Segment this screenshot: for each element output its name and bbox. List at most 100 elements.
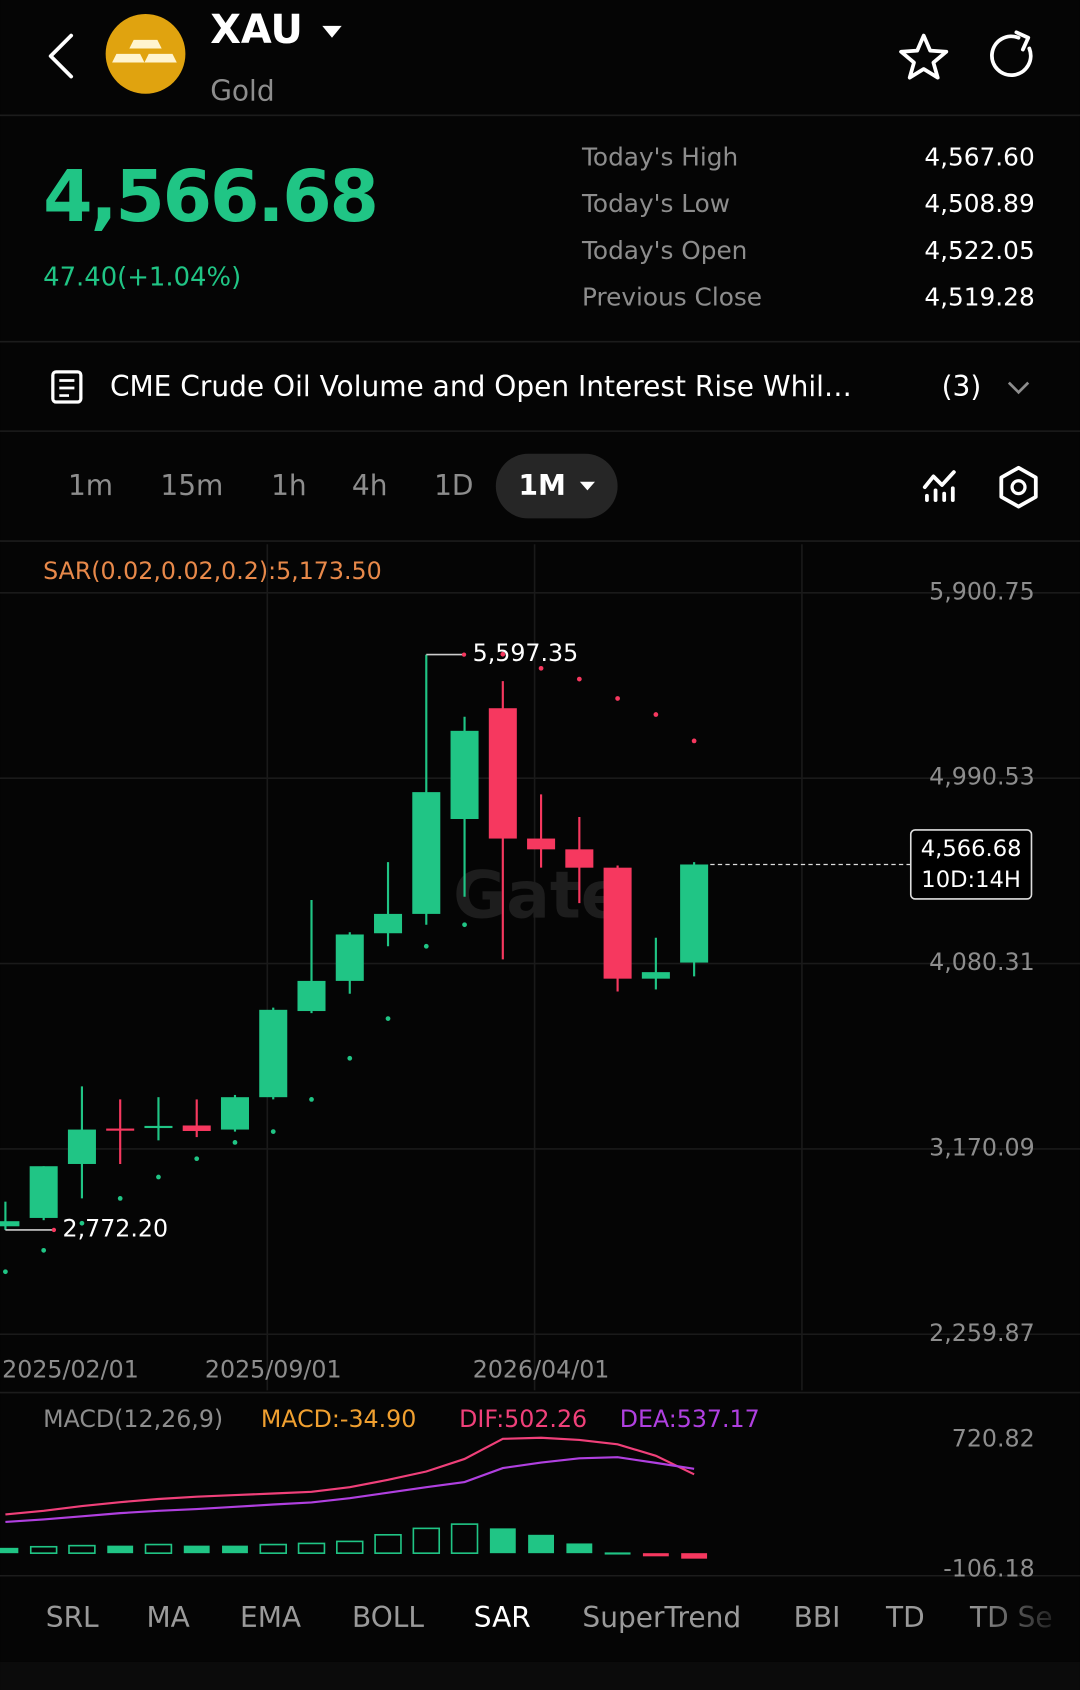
indicator-label: SAR(0.02,0.02,0.2):5,173.50 (43, 557, 382, 585)
refresh-button[interactable] (990, 30, 1033, 77)
sar-dot (423, 943, 429, 949)
annotation-label: 5,597.35 (473, 639, 579, 667)
stat-value: 4,567.60 (924, 142, 1034, 171)
stat-label: Today's Open (581, 236, 747, 265)
stat-label: Previous Close (582, 283, 762, 312)
x-tick-label: 2025/02/01 (2, 1355, 139, 1383)
macd-bar (107, 1545, 134, 1554)
gold-icon (105, 14, 186, 94)
sar-dot (576, 676, 582, 682)
indicator-tab[interactable]: BOLL (352, 1601, 424, 1634)
macd-bar (489, 1528, 516, 1554)
timeframe-tab[interactable]: 15m (160, 469, 223, 502)
sar-dot (41, 1247, 47, 1253)
sar-dot (270, 1129, 276, 1134)
sar-dot (462, 922, 467, 928)
nav-bar (0, 1661, 1080, 1690)
back-button[interactable] (48, 33, 74, 79)
candle-body (565, 849, 594, 868)
macd-bar (183, 1545, 210, 1554)
last-price: 4,566.68 (43, 155, 377, 238)
dea-label: DEA:537.17 (620, 1405, 760, 1433)
timeframe-tab[interactable]: 1h (271, 469, 307, 502)
current-price-label: 4,566.68 (921, 836, 1022, 862)
favorite-button[interactable] (899, 33, 949, 80)
candle-body (106, 1128, 135, 1131)
sar-dot (347, 1055, 353, 1061)
symbol-dropdown[interactable] (322, 25, 342, 38)
indicator-button[interactable] (922, 470, 956, 502)
sar-dot (117, 1196, 123, 1201)
y-tick-label: 4,990.53 (929, 763, 1035, 791)
macd-bar (450, 1523, 479, 1554)
sar-dot (653, 712, 659, 717)
y-tick-label: 4,080.31 (929, 948, 1035, 976)
timeframe-tab-active[interactable]: 1M (518, 469, 565, 502)
macd-bar (0, 1547, 19, 1554)
sar-dot (385, 1016, 391, 1021)
candle-body (374, 913, 403, 934)
timeframe-tab[interactable]: 1D (434, 469, 473, 502)
macd-bar (259, 1543, 287, 1554)
macd-bar (374, 1533, 402, 1554)
stat-label: Today's Low (581, 189, 730, 218)
y-tick-label: 5,900.75 (929, 577, 1035, 605)
candle-body (527, 838, 556, 850)
sar-dot (691, 738, 697, 744)
candle-body (220, 1097, 249, 1130)
macd-title: MACD(12,26,9) (43, 1405, 223, 1433)
current-price-box (909, 829, 1033, 900)
candle-body (412, 792, 441, 914)
macd-bar (528, 1534, 555, 1554)
macd-bar (144, 1543, 173, 1554)
sar-dot (79, 1220, 85, 1226)
candle-body (182, 1125, 211, 1131)
stat-label: Today's High (581, 142, 738, 171)
indicator-tab[interactable]: BBI (794, 1601, 841, 1634)
macd-bar (222, 1545, 248, 1554)
macd-bar (412, 1527, 441, 1554)
candle-body (641, 972, 670, 979)
symbol[interactable]: XAU (210, 7, 303, 53)
timeframe-tab[interactable]: 4h (352, 469, 388, 502)
indicator-tab[interactable]: MA (146, 1601, 189, 1634)
settings-button[interactable] (999, 465, 1038, 509)
price-change: 47.40(+1.04%) (43, 263, 241, 293)
news-headline[interactable]: CME Crude Oil Volume and Open Interest R… (110, 370, 852, 403)
indicator-tab[interactable]: TD Se (969, 1601, 1053, 1634)
macd-bar (604, 1552, 631, 1555)
timeframe-dropdown[interactable] (579, 481, 595, 491)
sar-dot (156, 1174, 161, 1180)
candle-body (67, 1129, 96, 1164)
candle-body (680, 864, 709, 963)
stat-value: 4,522.05 (924, 236, 1034, 265)
candle-body (335, 934, 364, 981)
candle-body (450, 730, 479, 820)
annotation-dot (461, 652, 467, 657)
macd-bar (642, 1553, 669, 1557)
macd-bar (68, 1544, 96, 1554)
stat-value: 4,508.89 (924, 189, 1034, 218)
macd-bar (566, 1543, 593, 1554)
indicator-tab[interactable]: TD (885, 1601, 925, 1634)
news-icon (51, 370, 83, 404)
dif-line (5, 1436, 695, 1516)
candle-body (297, 980, 326, 1012)
sar-dot (538, 665, 544, 671)
indicator-tab[interactable]: EMA (240, 1601, 301, 1634)
indicator-tab[interactable]: SRL (46, 1601, 99, 1634)
y-tick-label: -106.18 (943, 1554, 1034, 1582)
candle-body (0, 1221, 20, 1227)
annotation-label: 2,772.20 (63, 1214, 169, 1242)
dif-label: DIF:502.26 (459, 1405, 587, 1433)
active-timeframe-pill (495, 453, 618, 519)
stat-value: 4,519.28 (924, 283, 1034, 312)
news-expand[interactable] (1007, 381, 1030, 395)
macd-bar (681, 1553, 708, 1559)
indicator-tab-active[interactable]: SAR (474, 1601, 531, 1634)
y-tick-label: 720.82 (952, 1424, 1035, 1452)
candle-body (259, 1009, 288, 1098)
timeframe-tab[interactable]: 1m (68, 469, 113, 502)
indicator-tab[interactable]: SuperTrend (582, 1601, 741, 1634)
